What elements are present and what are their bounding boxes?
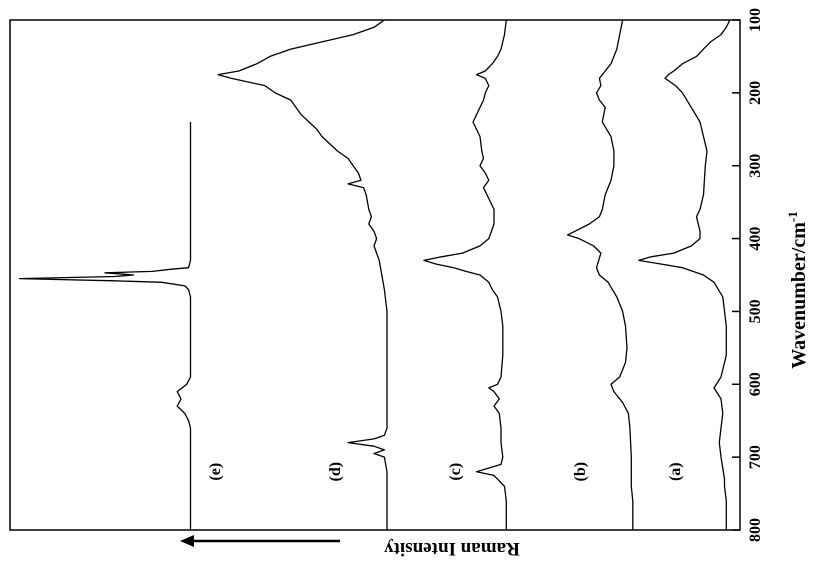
series-labels: (a) (b) (c) (d) (e) [207, 462, 684, 482]
x-axis-label: Wavenumber/cm-1 [785, 211, 810, 369]
spectrum-line [423, 19, 507, 530]
spectrum-line [217, 19, 388, 530]
plot-frame [9, 19, 741, 531]
x-tick-label: 500 [747, 299, 764, 323]
x-tick-label: 600 [747, 372, 764, 396]
x-tick-label: 300 [747, 154, 764, 178]
y-axis-label: Raman Intensity [384, 538, 520, 559]
x-tick-label: 800 [747, 518, 764, 542]
series-label: (e) [207, 463, 224, 481]
x-axis-ticks: 800 700 600 500 400 300 200 100 [732, 8, 764, 542]
series-label: (a) [667, 462, 684, 481]
series-layer [18, 19, 731, 530]
series-label: (d) [327, 462, 344, 482]
x-axis-label-text: Wavenumber/cm [788, 222, 810, 369]
spectrum-line [566, 19, 634, 530]
x-tick-label: 700 [747, 445, 764, 469]
x-tick-label: 100 [747, 8, 764, 32]
series-label: (b) [572, 462, 589, 482]
spectrum-line [638, 19, 731, 530]
x-axis-label-superscript: -1 [785, 211, 800, 222]
spectrum-line [18, 122, 192, 530]
x-tick-label: 200 [747, 81, 764, 105]
x-tick-label: 400 [747, 227, 764, 251]
y-axis-arrow [180, 535, 340, 547]
series-label: (c) [447, 463, 464, 481]
